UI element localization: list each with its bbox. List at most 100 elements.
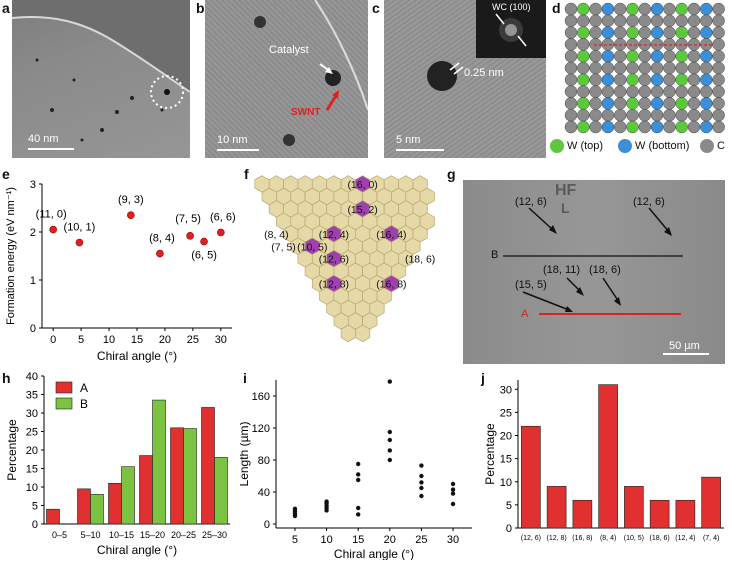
- lattice-atom: [712, 73, 725, 87]
- legend-w-bottom-label: W (bottom): [635, 140, 690, 152]
- bar-h-A: [201, 407, 215, 525]
- lattice-atom: [577, 73, 590, 87]
- lattice-atom: [589, 50, 602, 63]
- bar-h-A: [139, 455, 153, 525]
- y-tick-label-j: 0: [506, 523, 512, 535]
- lattice-atom: [638, 14, 652, 27]
- lattice-atom: [650, 14, 664, 27]
- data-point-i: [387, 437, 393, 443]
- tem-image-b-art: [254, 0, 368, 146]
- data-point-i: [450, 487, 456, 492]
- bar-j: [546, 486, 567, 529]
- data-point-i: [387, 457, 393, 463]
- tem-image-c-art: [427, 0, 546, 91]
- x-axis-label-e: Chiral angle (°): [97, 349, 177, 363]
- lattice-atom: [712, 97, 725, 110]
- lattice-atom: [564, 26, 578, 39]
- bar-h-B: [152, 399, 166, 525]
- panel-letter-h: h: [2, 370, 11, 386]
- lattice-atom: [663, 26, 676, 39]
- lattice-atom: [687, 85, 701, 98]
- hf-mark: HF: [555, 182, 577, 199]
- lattice-atom: [564, 14, 578, 27]
- lattice-atom: [577, 120, 590, 134]
- y-tick-label-i: 120: [252, 423, 270, 435]
- lattice-atom: [638, 73, 652, 87]
- x-tick-label-j: (10, 5): [624, 535, 644, 542]
- lattice-atom: [638, 108, 652, 122]
- data-point-i: [450, 481, 456, 487]
- lattice-atom: [675, 108, 688, 122]
- lattice-atom: [687, 26, 701, 39]
- x-tick-label-e: 0: [50, 334, 56, 346]
- chirality-label: (15, 2): [347, 204, 377, 216]
- sem-image-g: HF L B A (12, 6) (12, 6) (18, 11) (18, 6…: [463, 180, 725, 364]
- lattice-atom: [614, 61, 627, 75]
- data-point-e: [200, 237, 208, 246]
- lattice-atom: [687, 50, 701, 63]
- lattice-atom: [564, 97, 578, 110]
- panel-letter-g: g: [447, 166, 456, 182]
- lattice-atom: [650, 97, 664, 110]
- x-tick-label-h: 10–15: [109, 530, 134, 540]
- lattice-atom: [601, 2, 615, 16]
- lattice-atom: [663, 2, 676, 16]
- x-tick-label-j: (7, 4): [703, 535, 719, 542]
- data-point-i: [419, 485, 424, 491]
- lattice-atom: [675, 97, 688, 110]
- y-tick-label-j: 20: [500, 431, 512, 443]
- lattice-atom: [663, 50, 676, 63]
- point-label-e: (10, 1): [64, 222, 96, 234]
- data-point-i: [355, 461, 361, 467]
- chirality-label: (7, 5): [271, 241, 296, 253]
- atomic-lattice-d: [564, 2, 725, 134]
- catalyst-label: Catalyst: [269, 44, 309, 56]
- point-label-e: (6, 6): [210, 211, 236, 223]
- lattice-atom: [650, 108, 664, 122]
- lattice-atom: [675, 73, 688, 87]
- lattice-atom: [564, 38, 578, 51]
- chart-h: 0 5 10 15 20 25 30 35 40 0–5 5–10 10–15 15–20 20–25 25…: [5, 371, 230, 557]
- lattice-atom: [564, 85, 578, 98]
- lattice-atom: [601, 85, 615, 98]
- lattice-atom: [601, 108, 615, 122]
- lattice-atom: [601, 97, 615, 110]
- panel-letter-f: f: [244, 166, 249, 182]
- lattice-atom: [601, 73, 615, 87]
- sem-label-5: (15, 5): [515, 279, 547, 291]
- lattice-atom: [626, 108, 639, 122]
- lattice-atom: [663, 61, 676, 75]
- sem-label-2: (12, 6): [633, 196, 665, 208]
- y-tick-label-j: 30: [500, 384, 512, 396]
- lattice-atom: [700, 14, 713, 27]
- x-tick-label-j: (16, 8): [572, 535, 592, 542]
- lattice-atom: [663, 97, 676, 110]
- lattice-atom: [638, 50, 652, 63]
- lattice-atom: [614, 14, 627, 27]
- lattice-atom: [700, 85, 713, 98]
- scale-bar-a: [28, 148, 74, 150]
- lattice-atom: [687, 14, 701, 27]
- lattice-atom: [712, 120, 725, 134]
- chirality-map-f: (16, 0) (15, 2) (8, 4) (12, 4) (16, 4) (7, 5)…: [254, 175, 435, 343]
- lattice-atom: [614, 120, 627, 134]
- y-tick-label-e: 0: [30, 323, 36, 335]
- x-tick-label-h: 20–25: [171, 530, 196, 540]
- legend-c-label: C: [717, 140, 725, 152]
- legend-w-top-label: W (top): [567, 140, 604, 152]
- data-point-i: [450, 501, 456, 507]
- data-point-i: [324, 499, 329, 504]
- scale-label-c: 5 nm: [396, 134, 421, 146]
- lattice-atom: [700, 108, 713, 122]
- lattice-atom: [700, 61, 713, 75]
- chirality-label: (8, 4): [264, 229, 289, 241]
- data-point-i: [419, 480, 424, 485]
- x-tick-label-i: 5: [292, 534, 298, 546]
- data-point-e: [156, 249, 164, 258]
- scale-label-b: 10 nm: [217, 134, 248, 146]
- legend-w-bottom-swatch: [618, 139, 632, 153]
- lattice-atom: [650, 26, 664, 39]
- panel-letter-d: d: [552, 0, 561, 16]
- bar-h-A: [170, 427, 184, 525]
- lattice-atom: [712, 61, 725, 75]
